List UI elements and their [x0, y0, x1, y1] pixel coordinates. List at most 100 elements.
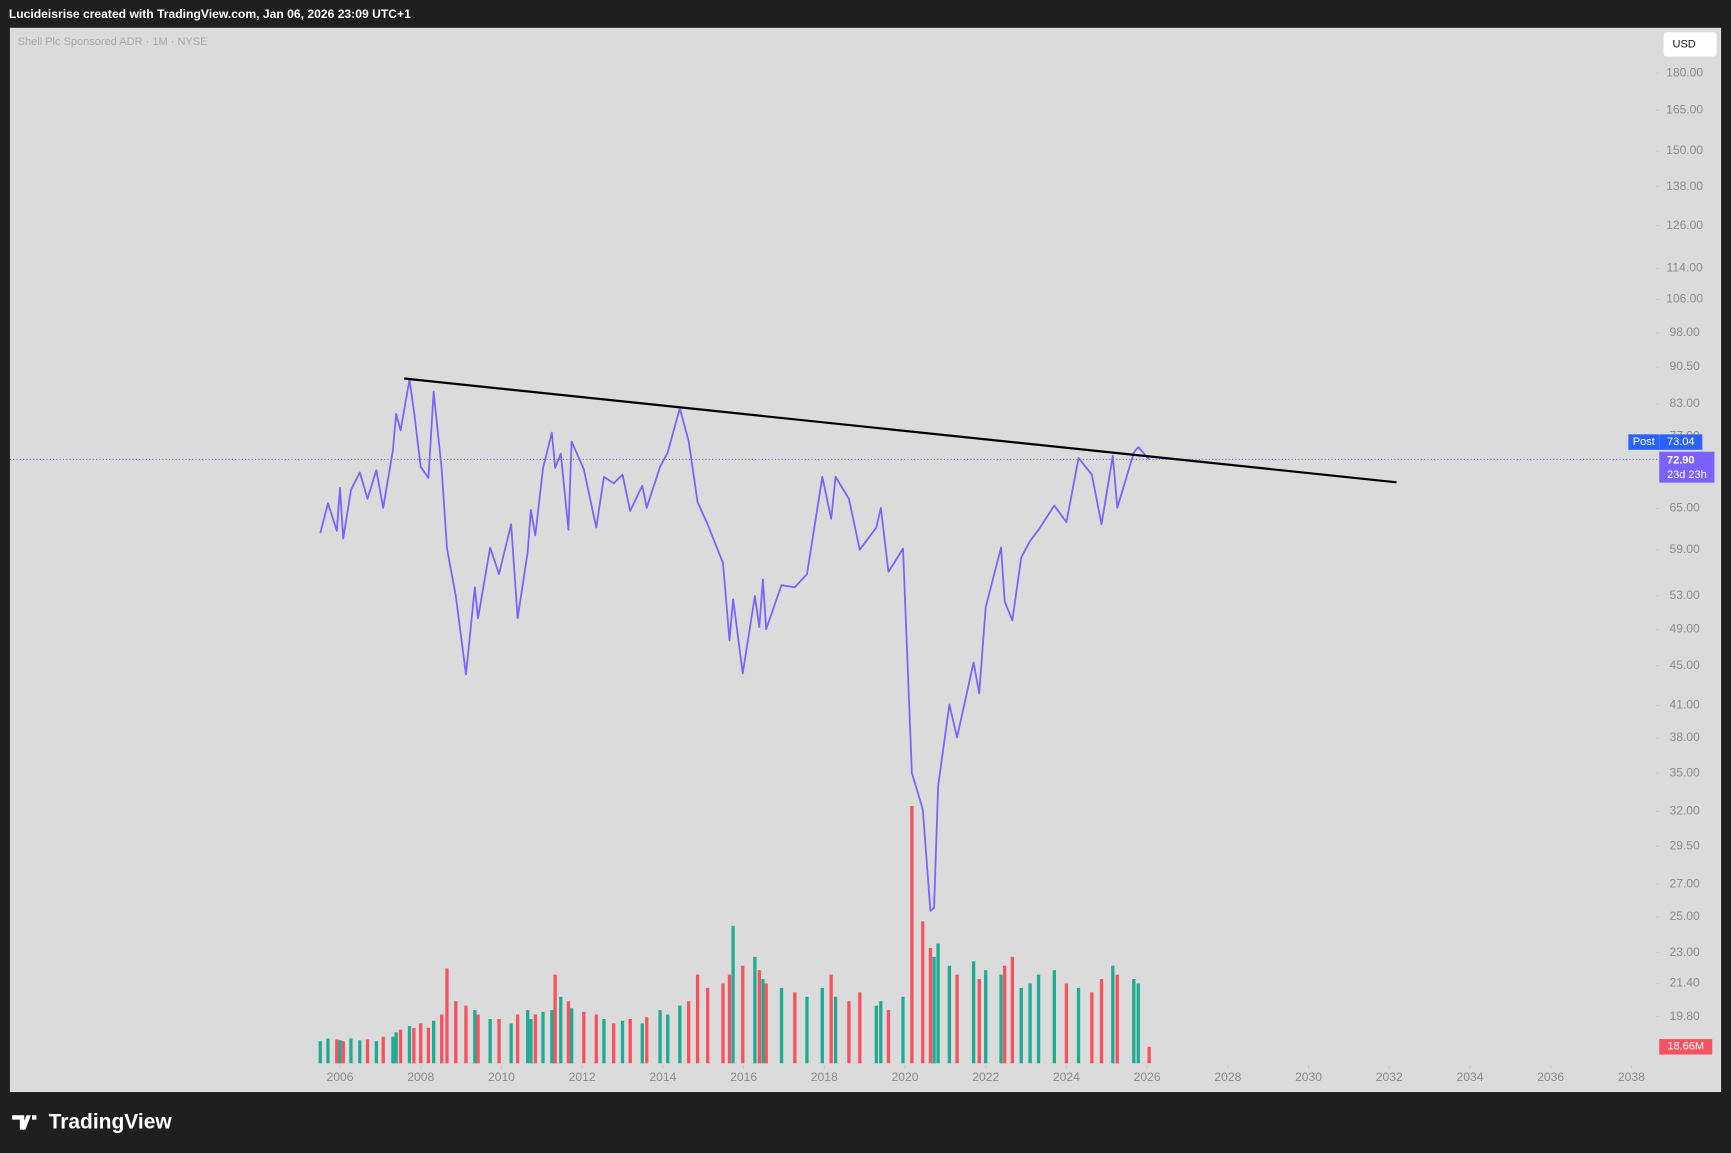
volume-bar	[365, 1039, 370, 1064]
post-tag-box	[1628, 434, 1660, 450]
volume-bar	[658, 1010, 662, 1064]
volume-bar	[338, 1040, 342, 1064]
volume-bar	[611, 1023, 616, 1064]
currency-label[interactable]: USD	[1672, 38, 1695, 50]
y-tick-label: 83.00	[1669, 396, 1700, 410]
y-tick-label: 65.00	[1669, 501, 1700, 515]
y-tick-label: 32.00	[1669, 804, 1700, 818]
x-tick-label: 2038	[1618, 1070, 1645, 1084]
last-price: 72.90	[1667, 454, 1695, 466]
y-tick-label: 21.40	[1669, 976, 1700, 990]
volume-bar	[454, 1001, 458, 1064]
y-tick-label: 29.50	[1669, 838, 1700, 852]
volume-bar	[398, 1029, 403, 1064]
volume-bar	[753, 956, 757, 1064]
x-tick-label: 2014	[649, 1070, 676, 1084]
volume-bar	[910, 805, 914, 1064]
volume-bar	[971, 961, 976, 1064]
volume-bar	[570, 1008, 574, 1064]
y-tick-label: 38.00	[1669, 730, 1700, 744]
y-tick-label: 180.00	[1666, 65, 1703, 79]
x-tick-label: 2012	[569, 1070, 596, 1084]
volume-bar	[515, 1014, 520, 1064]
volume-bar	[1028, 983, 1032, 1064]
volume-bar	[932, 956, 936, 1064]
volume-bar	[741, 965, 745, 1064]
volume-bar	[464, 1005, 468, 1064]
volume-bar	[407, 1026, 412, 1064]
volume-bar	[936, 943, 940, 1064]
volume-bar	[341, 1041, 345, 1064]
volume-bar	[488, 1018, 492, 1064]
volume-bar	[426, 1027, 431, 1064]
volume-bar	[628, 1018, 632, 1064]
y-tick-label: 35.00	[1669, 765, 1700, 779]
volume-bar	[984, 970, 988, 1064]
x-tick-label: 2036	[1537, 1070, 1564, 1084]
volume-bar	[553, 974, 557, 1064]
y-tick-label: 138.00	[1666, 179, 1703, 193]
volume-bar	[445, 968, 449, 1064]
x-tick-label: 2016	[730, 1070, 757, 1084]
y-tick-label: 98.00	[1669, 325, 1700, 339]
volume-bar	[1111, 965, 1115, 1064]
y-tick-label: 53.00	[1669, 588, 1700, 602]
trendline	[404, 377, 1397, 484]
volume-bar	[419, 1023, 423, 1064]
volume-bar	[879, 1001, 883, 1064]
volume-bar	[559, 996, 563, 1064]
currency-button[interactable]	[1663, 32, 1717, 57]
volume-bar	[509, 1023, 513, 1064]
x-tick-label: 2008	[407, 1070, 434, 1084]
y-tick-label: 114.00	[1667, 261, 1703, 275]
x-tick-label: 2030	[1295, 1070, 1322, 1084]
volume-bar	[1090, 992, 1094, 1064]
header-credit: Lucideisrise created with TradingView.co…	[9, 7, 411, 21]
x-tick-label: 2028	[1214, 1070, 1241, 1084]
volume-bar	[1115, 974, 1119, 1064]
volume-bar	[687, 1001, 691, 1064]
volume-bar	[620, 1020, 625, 1064]
volume-bar	[757, 970, 761, 1064]
y-tick-label: 165.00	[1666, 102, 1703, 116]
volume-bar	[678, 1005, 682, 1064]
volume-bar	[833, 996, 838, 1064]
volume-bar	[727, 974, 732, 1064]
post-tag: Post	[1633, 436, 1655, 448]
y-tick-label: 23.00	[1669, 945, 1700, 959]
price-line	[319, 378, 1150, 912]
volume-bar	[947, 965, 952, 1064]
volume-bar	[381, 1036, 385, 1064]
volume-bar	[582, 1011, 586, 1064]
volume-bar	[541, 1011, 545, 1064]
x-tick-label: 2020	[892, 1070, 919, 1084]
y-tick-label: 150.00	[1666, 143, 1703, 157]
volume-bar	[440, 1014, 444, 1064]
volume-bar	[955, 974, 959, 1064]
y-tick-label: 25.00	[1669, 909, 1700, 923]
volume-bar	[731, 925, 735, 1064]
volume-bar	[473, 1010, 477, 1064]
volume-bar	[706, 987, 710, 1064]
volume-bar	[793, 992, 797, 1064]
volume-bar	[820, 987, 824, 1064]
volume-bar	[1003, 965, 1007, 1064]
post-price-box	[1659, 434, 1703, 450]
volume-bar	[497, 1018, 501, 1064]
volume-label: 18.66M	[1667, 1041, 1704, 1053]
volume-bar	[533, 1014, 538, 1064]
y-tick-label: 19.80	[1669, 1009, 1700, 1023]
volume-bar	[349, 1038, 353, 1064]
chart-panel	[9, 27, 1722, 1093]
volume-bar	[432, 1020, 436, 1064]
volume-bar	[594, 1014, 598, 1064]
volume-bar	[412, 1027, 416, 1064]
volume-bar	[874, 1005, 879, 1064]
post-price: 73.04	[1667, 436, 1695, 448]
volume-bar	[529, 1018, 533, 1064]
volume-bar	[335, 1039, 339, 1064]
volume-bar	[847, 1001, 851, 1064]
y-tick-label: 49.00	[1669, 622, 1700, 636]
x-tick-label: 2018	[811, 1070, 838, 1084]
